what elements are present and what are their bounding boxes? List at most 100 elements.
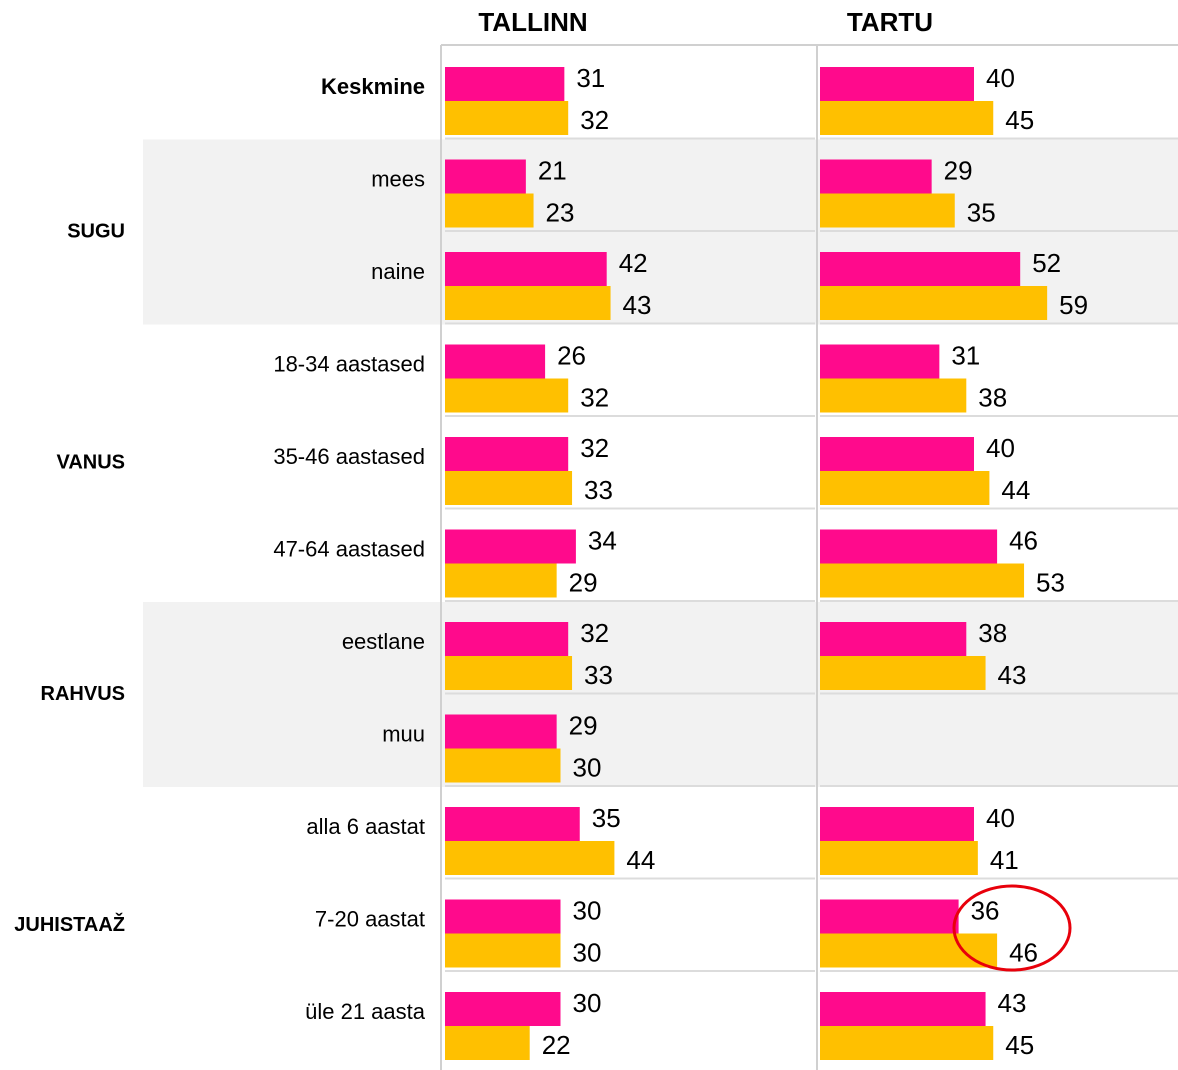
value-label: 44 [1001, 475, 1030, 505]
bar [820, 992, 986, 1026]
value-label: 33 [584, 660, 613, 690]
value-label: 38 [978, 382, 1007, 412]
value-label: 45 [1005, 1030, 1034, 1060]
bar [445, 992, 561, 1026]
panel-title: TARTU [847, 7, 933, 37]
bar [820, 286, 1048, 320]
value-label: 32 [580, 105, 609, 135]
bar [445, 841, 615, 875]
panel-title: TALLINN [478, 7, 587, 37]
bar [445, 67, 565, 101]
bar [445, 286, 611, 320]
bar [445, 529, 576, 564]
value-label: 52 [1032, 248, 1061, 278]
value-label: 46 [1009, 525, 1038, 555]
background [143, 44, 1178, 1070]
value-label: 44 [626, 845, 655, 875]
value-label: 32 [580, 382, 609, 412]
value-label: 35 [967, 197, 996, 227]
value-label: 45 [1005, 105, 1034, 135]
value-label: 40 [986, 63, 1015, 93]
value-label: 29 [944, 155, 973, 185]
bar [445, 714, 557, 749]
bar [445, 807, 580, 841]
bar [445, 1026, 530, 1060]
row-label: 18-34 aastased [273, 352, 425, 377]
row-label: naine [371, 259, 425, 284]
bar [820, 933, 998, 968]
bar [445, 437, 569, 471]
value-label: 43 [998, 660, 1027, 690]
value-label: 43 [998, 988, 1027, 1018]
bar [445, 622, 569, 656]
bar [820, 622, 967, 656]
bar [445, 471, 573, 505]
highlight-circle [952, 884, 1072, 972]
value-label: 31 [951, 340, 980, 370]
row-label: mees [371, 167, 425, 192]
row-label: üle 21 aasta [305, 999, 426, 1024]
value-label: 32 [580, 433, 609, 463]
value-label: 30 [573, 937, 602, 967]
value-label: 38 [978, 618, 1007, 648]
value-label: 59 [1059, 290, 1088, 320]
bar [445, 159, 526, 194]
group-label: SUGU [67, 220, 125, 242]
value-label: 23 [546, 197, 575, 227]
value-label: 41 [990, 845, 1019, 875]
bar [445, 563, 557, 598]
bar [820, 656, 986, 690]
value-label: 29 [569, 567, 598, 597]
bar [445, 656, 573, 690]
bar [820, 1026, 994, 1060]
bar [445, 252, 607, 286]
group-label: VANUS [56, 452, 125, 474]
group-label: RAHVUS [41, 683, 125, 705]
bar [820, 471, 990, 505]
bar [445, 101, 569, 135]
value-label: 40 [986, 803, 1015, 833]
row-label: muu [382, 722, 425, 747]
bar [820, 252, 1021, 286]
value-label: 26 [557, 340, 586, 370]
bar [820, 344, 940, 379]
bar [820, 67, 974, 101]
value-label: 33 [584, 475, 613, 505]
bar [820, 899, 959, 934]
value-label: 30 [573, 895, 602, 925]
bar [820, 807, 974, 841]
row-label: 7-20 aastat [315, 907, 425, 932]
bar [445, 378, 569, 413]
bar [820, 101, 994, 135]
bar [445, 899, 561, 934]
row-label: eestlane [342, 629, 425, 654]
bar [820, 437, 974, 471]
value-label: 22 [542, 1030, 571, 1060]
value-label: 40 [986, 433, 1015, 463]
value-label: 35 [592, 803, 621, 833]
bar [820, 841, 978, 875]
value-label: 32 [580, 618, 609, 648]
bar [820, 529, 998, 564]
bar [820, 193, 955, 228]
bar [445, 344, 546, 379]
bar [445, 748, 561, 783]
row-label: Keskmine [321, 74, 425, 99]
row-label: 35-46 aastased [273, 444, 425, 469]
value-label: 29 [569, 710, 598, 740]
bar [445, 933, 561, 968]
value-label: 42 [619, 248, 648, 278]
value-label: 53 [1036, 567, 1065, 597]
bar [445, 193, 534, 228]
value-label: 30 [573, 988, 602, 1018]
value-label: 21 [538, 155, 567, 185]
value-label: 30 [573, 752, 602, 782]
value-label: 46 [1009, 937, 1038, 967]
value-label: 36 [971, 895, 1000, 925]
bar [820, 378, 967, 413]
group-label: JUHISTAAŽ [14, 912, 125, 936]
value-label: 43 [623, 290, 652, 320]
row-label: 47-64 aastased [273, 537, 425, 562]
value-label: 34 [588, 525, 617, 555]
